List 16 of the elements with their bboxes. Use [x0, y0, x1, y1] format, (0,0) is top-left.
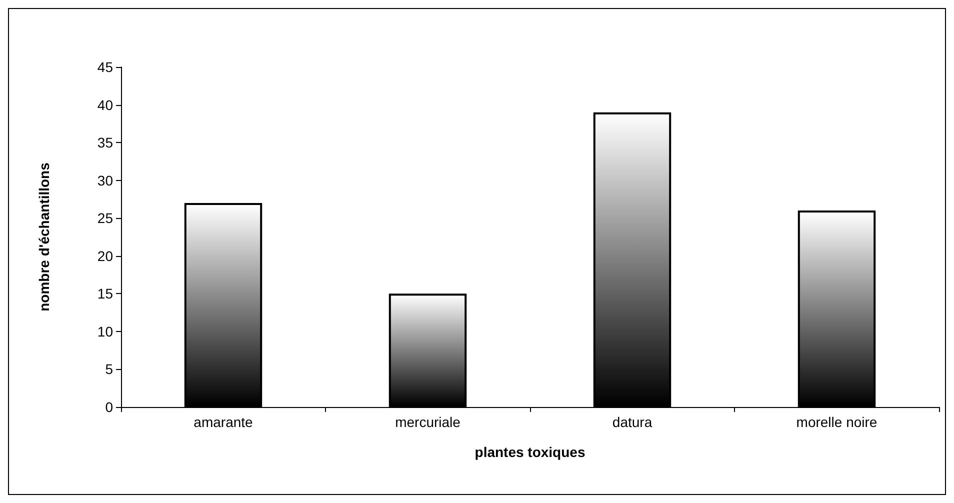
y-tick-label: 15 [97, 286, 114, 302]
y-tick-label: 10 [97, 323, 114, 340]
x-axis-title: plantes toxiques [474, 444, 586, 460]
y-tick-label: 5 [105, 361, 114, 378]
y-tick-label: 25 [97, 210, 114, 226]
y-tick-label: 30 [97, 172, 114, 188]
x-tick-label: morelle noire [796, 414, 878, 430]
y-tick-label: 45 [97, 59, 114, 75]
y-tick-label: 40 [97, 96, 114, 113]
y-tick-label: 0 [105, 399, 114, 415]
x-tick-label: mercuriale [395, 414, 461, 430]
x-tick-label: datura [612, 414, 652, 430]
y-axis-title: nombre d'échantillons [36, 162, 52, 312]
x-tick-label: amarante [194, 414, 254, 430]
y-tick-label: 20 [97, 248, 114, 264]
y-tick-label: 35 [97, 134, 114, 151]
